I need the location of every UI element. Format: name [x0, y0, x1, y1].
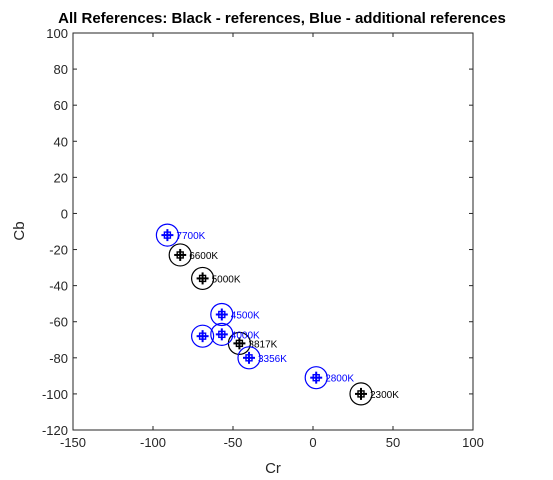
point-square — [218, 330, 226, 339]
y-tick-label: -120 — [42, 423, 68, 438]
y-tick-label: -80 — [49, 351, 68, 366]
x-tick-label: -100 — [140, 435, 166, 450]
plot-area — [72, 32, 474, 431]
data-point — [304, 366, 328, 390]
y-axis-label: Cb — [11, 221, 28, 240]
x-tick-label: -50 — [224, 435, 243, 450]
point-label: 5000K — [212, 274, 241, 285]
point-circle — [237, 346, 261, 370]
data-point — [168, 243, 192, 267]
y-tick-label: -20 — [49, 243, 68, 258]
x-tick-label: -150 — [60, 435, 86, 450]
point-circle — [168, 243, 192, 267]
data-point — [191, 266, 215, 291]
axis-ticks: -150 -100 -50 0 50 100 100 80 60 40 20 0 -20 -40 -60 -8… — [42, 26, 484, 450]
point-circle — [210, 322, 234, 346]
y-tick-label: -100 — [42, 387, 68, 402]
point-square — [312, 373, 320, 382]
y-tick-label: -60 — [49, 315, 68, 330]
y-tick-label: 20 — [54, 170, 68, 185]
y-tick-label: 0 — [61, 206, 68, 221]
data-point — [210, 302, 234, 327]
y-tick-label: 80 — [54, 62, 68, 77]
point-label: 3356K — [258, 354, 287, 365]
y-tick-label: 100 — [46, 26, 68, 41]
data-point — [349, 382, 373, 406]
chart-title: All References: Black - references, Blue… — [58, 10, 506, 27]
point-circle — [304, 366, 328, 390]
point-square — [163, 231, 172, 239]
point-circle — [155, 223, 179, 247]
y-tick-label: -40 — [49, 279, 68, 294]
data-point — [191, 324, 215, 348]
point-square — [198, 274, 207, 283]
x-tick-label: 100 — [462, 435, 484, 450]
data-points: 6600K 5000K 3817K 2300K 7700K 4500K 4000K 3356K… — [155, 223, 399, 406]
y-tick-label: 60 — [54, 98, 68, 113]
point-square — [218, 310, 226, 319]
point-square — [198, 332, 207, 340]
point-label: 3817K — [248, 339, 277, 350]
data-point — [210, 322, 234, 346]
data-point — [155, 223, 179, 247]
point-label: 4500K — [231, 311, 260, 322]
point-square — [245, 354, 253, 362]
point-label: 4000K — [231, 330, 260, 341]
x-tick-label: 50 — [386, 435, 400, 450]
point-label: 6600K — [189, 251, 218, 262]
point-square — [235, 339, 244, 348]
point-label: 2800K — [325, 374, 354, 385]
point-circle — [191, 324, 215, 348]
point-label: 2300K — [370, 390, 399, 401]
point-circle — [191, 266, 215, 291]
y-tick-label: 40 — [54, 134, 68, 149]
point-circle — [210, 302, 234, 327]
point-square — [357, 390, 365, 398]
point-circle — [349, 382, 373, 406]
point-square — [176, 251, 184, 259]
data-point — [237, 346, 261, 370]
x-tick-label: 0 — [309, 435, 316, 450]
point-label: 7700K — [176, 231, 205, 242]
x-axis-label: Cr — [265, 460, 281, 477]
